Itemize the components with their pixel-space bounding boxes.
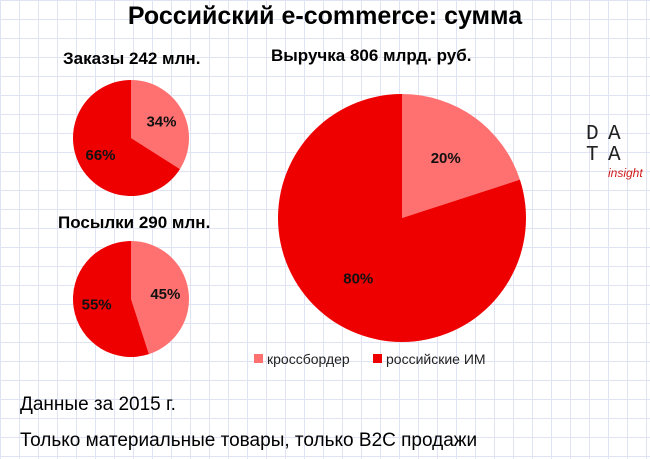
legend-label-crossborder: кроссбордер bbox=[267, 351, 350, 367]
logo-letter-a1: A bbox=[608, 123, 621, 146]
legend-swatch-russian bbox=[373, 354, 382, 363]
pie-label-crossborder: 34% bbox=[146, 113, 176, 130]
data-insight-logo: D A T A insight bbox=[584, 123, 643, 180]
logo-letter-d: D bbox=[586, 123, 599, 146]
pie-slice-crossborder bbox=[402, 94, 520, 218]
legend-label-russian: российские ИМ bbox=[386, 351, 486, 367]
logo-letter-t: T bbox=[586, 144, 599, 167]
pie-label-russian: 55% bbox=[82, 297, 112, 314]
pie-label-russian: 80% bbox=[343, 270, 373, 287]
revenue-pie: 20% 80% bbox=[278, 94, 526, 342]
revenue-pie-title: Выручка 806 млрд. руб. bbox=[271, 46, 472, 65]
page-title: Российский e-commerce: сумма bbox=[127, 2, 523, 30]
legend-swatch-crossborder bbox=[254, 354, 263, 363]
parcels-pie: 45% 55% bbox=[73, 241, 189, 357]
period-note: Данные за 2015 г. bbox=[20, 394, 176, 415]
pie-slice-russian bbox=[73, 241, 149, 357]
pie-slice-russian bbox=[73, 80, 180, 197]
orders-pie: 34% 66% bbox=[73, 80, 189, 197]
parcels-pie-title: Посылки 290 млн. bbox=[58, 213, 211, 232]
pie-label-crossborder: 20% bbox=[431, 150, 461, 167]
pie-label-russian: 66% bbox=[85, 147, 115, 164]
pie-label-crossborder: 45% bbox=[150, 286, 180, 303]
orders-pie-title: Заказы 242 млн. bbox=[63, 49, 201, 68]
pie-slice-crossborder bbox=[131, 80, 189, 170]
pie-slice-russian bbox=[278, 94, 526, 342]
scope-note: Только материальные товары, только B2C п… bbox=[20, 430, 478, 451]
logo-subtitle: insight bbox=[608, 166, 643, 180]
legend: кроссбордер российские ИМ bbox=[254, 351, 486, 367]
pie-slice-crossborder bbox=[131, 241, 189, 355]
logo-letter-a2: A bbox=[608, 144, 621, 167]
